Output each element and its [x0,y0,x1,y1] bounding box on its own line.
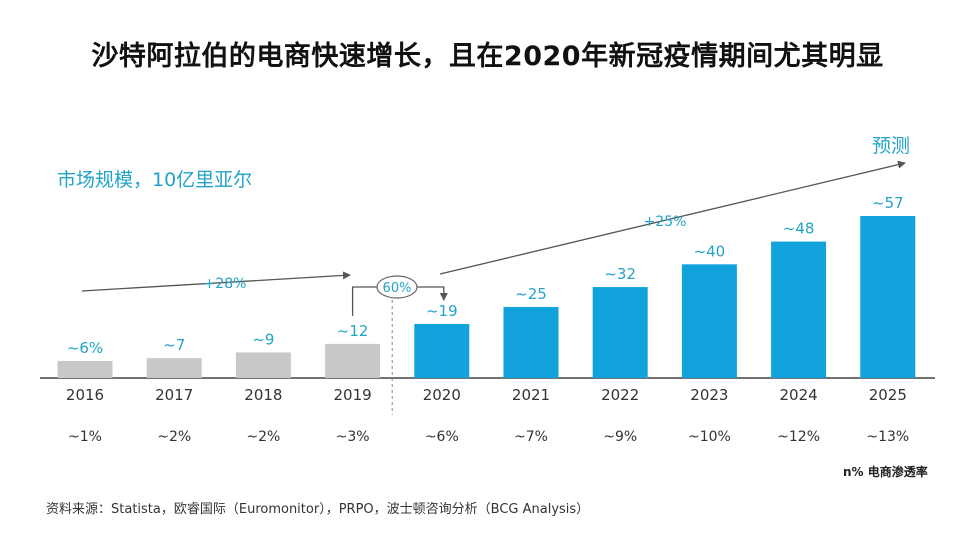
penetration-2016: ~1% [68,429,102,445]
value-label-2024: ~48 [783,220,815,238]
penetration-2020: ~6% [425,429,459,445]
tick-label-2022: 2022 [601,386,639,404]
tick-label-2021: 2021 [512,386,550,404]
value-label-2025: ~57 [872,194,904,212]
penetration-2021: ~7% [514,429,548,445]
penetration-2025: ~13% [866,429,909,445]
tick-label-2024: 2024 [780,386,818,404]
penetration-2023: ~10% [688,429,731,445]
cagr-label-2020-2025: +25% [644,214,687,230]
forecast-label: 预测 [872,135,911,157]
bar-2025 [860,216,916,378]
bar-2017 [146,358,202,378]
value-label-2021: ~25 [515,285,547,303]
penetration-2019: ~3% [336,429,370,445]
chart-subtitle: 市场规模，10亿里亚尔 [57,169,253,191]
cagr-arrow-2020-2025 [439,160,906,275]
cagr-arrow-2016-2019 [81,271,351,292]
bar-2016 [57,360,113,378]
value-label-2016: ~6% [67,339,103,357]
bar-2022 [592,287,648,378]
value-label-2019: ~12 [337,322,369,340]
cagr-label-2016-2019: +28% [204,276,247,292]
penetration-2024: ~12% [777,429,820,445]
chart-title: 沙特阿拉伯的电商快速增长，且在2020年新冠疫情期间尤其明显 [91,41,884,72]
tick-label-2020: 2020 [423,386,461,404]
value-label-2018: ~9 [252,330,274,348]
source-note: 资料来源：Statista，欧睿国际（Euromonitor），PRPO，波士顿… [46,502,590,517]
tick-label-2019: 2019 [334,386,372,404]
growth-label-2020: 60% [383,281,412,296]
value-label-2017: ~7 [163,336,185,354]
bar-2023 [681,264,737,378]
penetration-2018: ~2% [246,429,280,445]
penetration-2017: ~2% [157,429,191,445]
growth-badge-2020 [376,275,418,299]
bar-2024 [771,241,827,378]
penetration-legend-note: n% 电商渗透率 [843,465,928,479]
value-label-2023: ~40 [694,242,726,260]
bar-2021 [503,306,559,378]
bar-2020 [414,324,470,378]
tick-label-2017: 2017 [155,386,193,404]
tick-label-2025: 2025 [869,386,907,404]
bar-2019 [325,343,381,378]
value-label-2022: ~32 [604,265,636,283]
bar-2018 [235,352,291,378]
penetration-2022: ~9% [603,429,637,445]
tick-label-2018: 2018 [244,386,282,404]
tick-label-2023: 2023 [690,386,728,404]
value-label-2020: ~19 [426,302,458,320]
tick-label-2016: 2016 [66,386,104,404]
